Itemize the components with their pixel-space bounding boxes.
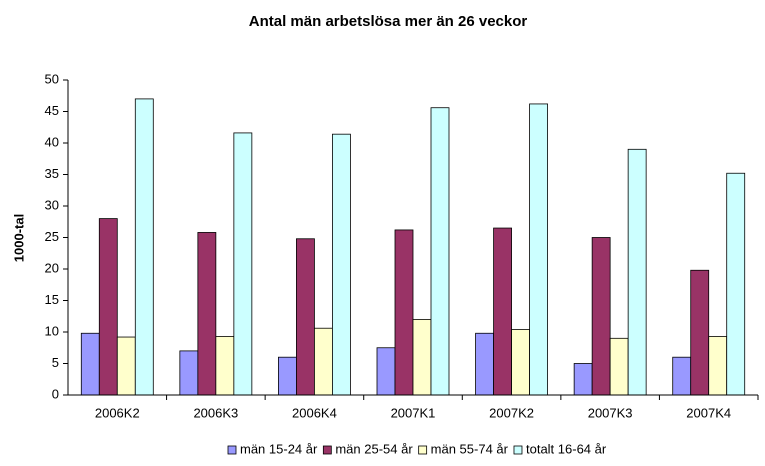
bar xyxy=(332,133,351,396)
bar xyxy=(98,218,118,396)
legend-swatch xyxy=(418,445,428,455)
x-tick-label: 2007K3 xyxy=(588,405,633,420)
x-tick-label: 2006K3 xyxy=(193,405,238,420)
y-tick-label: 30 xyxy=(45,197,59,212)
bar xyxy=(430,107,450,396)
bar xyxy=(412,318,432,396)
bar xyxy=(708,336,728,396)
y-axis-label: 1000-tal xyxy=(11,214,26,262)
x-tick-label: 2007K4 xyxy=(686,405,731,420)
bar xyxy=(627,148,647,396)
bar xyxy=(609,337,629,396)
legend-swatch xyxy=(322,445,332,455)
bar xyxy=(493,227,512,396)
y-tick-label: 10 xyxy=(45,323,59,338)
legend-swatch xyxy=(227,445,237,455)
bar xyxy=(394,229,414,396)
x-tick-label: 2006K2 xyxy=(95,405,140,420)
bar xyxy=(197,232,217,396)
bar xyxy=(296,238,315,396)
bar xyxy=(529,103,548,396)
bar xyxy=(573,363,593,396)
bar xyxy=(672,356,692,396)
bar xyxy=(314,327,333,396)
x-tick-label: 2007K2 xyxy=(489,405,534,420)
y-tick-label: 45 xyxy=(45,103,59,118)
y-tick-label: 40 xyxy=(45,134,59,149)
bar xyxy=(215,336,235,396)
y-tick-label: 20 xyxy=(45,260,59,275)
y-tick-label: 50 xyxy=(45,71,59,86)
bar xyxy=(475,332,494,396)
y-tick-label: 5 xyxy=(52,355,59,370)
bar xyxy=(233,132,253,396)
legend-label: män 55-74 år xyxy=(431,441,509,456)
y-tick-label: 25 xyxy=(45,229,59,244)
legend-swatch xyxy=(513,445,523,455)
bar xyxy=(134,98,154,396)
legend-label: män 15-24 år xyxy=(240,441,318,456)
bar xyxy=(80,332,100,396)
bar xyxy=(511,329,530,396)
legend-label: män 25-54 år xyxy=(335,441,413,456)
x-tick-label: 2007K1 xyxy=(391,405,436,420)
bar xyxy=(591,237,611,396)
legend-label: totalt 16-64 år xyxy=(526,441,607,456)
bar xyxy=(116,336,136,396)
chart-title: Antal män arbetslösa mer än 26 veckor xyxy=(249,13,528,30)
bar xyxy=(726,172,746,396)
x-tick-label: 2006K4 xyxy=(292,405,337,420)
y-tick-label: 0 xyxy=(52,386,59,401)
bar xyxy=(278,356,297,396)
y-tick-label: 15 xyxy=(45,292,59,307)
bar xyxy=(179,350,199,396)
y-tick-label: 35 xyxy=(45,166,59,181)
bar xyxy=(376,347,396,396)
bar xyxy=(690,269,710,396)
